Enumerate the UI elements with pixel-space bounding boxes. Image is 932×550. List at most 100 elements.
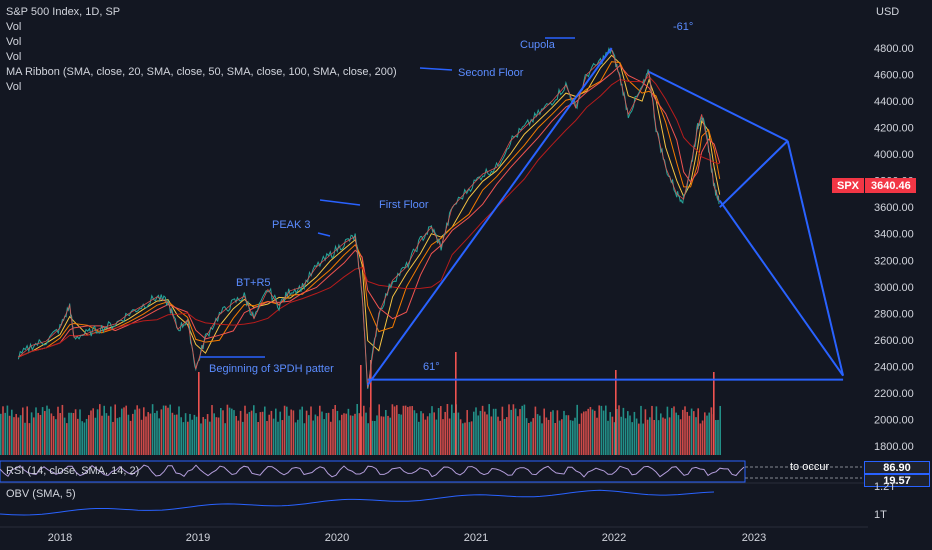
volume-bar (534, 406, 537, 455)
volume-bar (297, 419, 299, 455)
volume-bar (360, 365, 362, 455)
obv-tick-bottom: 1T (874, 509, 887, 521)
volume-bar (162, 405, 165, 455)
annotation-arrow (419, 67, 453, 71)
last-price-value: 3640.46 (865, 178, 916, 193)
volume-bar (187, 421, 189, 455)
volume-bar (393, 406, 396, 455)
volume-bar (8, 415, 11, 455)
volume-bar (239, 410, 242, 455)
volume-bar (92, 408, 94, 455)
volume-bar (257, 422, 259, 455)
volume-bar (486, 414, 488, 455)
volume-bar (633, 411, 636, 455)
pattern-line[interactable] (786, 140, 845, 376)
volume-bar (591, 409, 594, 455)
volume-bar (609, 412, 611, 455)
volume-bar (598, 405, 600, 455)
volume-bar (310, 406, 312, 455)
annotation-text[interactable]: Second Floor (458, 67, 524, 79)
volume-bar (713, 372, 715, 455)
volume-bar (145, 416, 147, 455)
volume-bar (158, 418, 160, 455)
y-tick-label: 3200.00 (874, 255, 914, 267)
volume-bar (561, 419, 563, 455)
volume-bar (569, 420, 572, 455)
volume-bar (41, 407, 44, 455)
volume-bar (103, 405, 105, 455)
pattern-line[interactable] (366, 47, 613, 386)
annotation-text[interactable]: PEAK 3 (272, 219, 311, 231)
volume-bar (44, 411, 46, 455)
volume-bar (189, 413, 191, 455)
volume-bar (453, 412, 455, 455)
volume-bar (83, 422, 86, 455)
volume-bar (699, 423, 702, 455)
x-tick-label: 2022 (602, 532, 626, 544)
volume-bar (677, 415, 680, 455)
volume-bar (116, 418, 119, 455)
annotation-text[interactable]: First Floor (379, 199, 429, 211)
volume-bar (118, 417, 121, 455)
volume-bar (530, 421, 532, 455)
volume-bar (28, 423, 31, 455)
volume-bar (448, 418, 451, 455)
volume-bar (684, 406, 686, 455)
annotation-text[interactable]: 61° (423, 361, 440, 373)
pattern-line[interactable] (648, 70, 789, 142)
volume-bar (409, 406, 411, 455)
volume-bar (615, 370, 617, 455)
volume-bar (264, 406, 266, 455)
volume-bar (605, 405, 607, 455)
volume-bar (464, 422, 466, 455)
volume-bar (90, 410, 92, 455)
volume-bar (138, 408, 141, 455)
pattern-line[interactable] (718, 199, 844, 377)
volume-bar (55, 419, 57, 455)
volume-bar (673, 406, 675, 455)
volume-bar (594, 410, 596, 455)
volume-bar (462, 423, 464, 455)
volume-bar (228, 407, 231, 455)
annotation-text[interactable]: BT+R5 (236, 277, 271, 289)
volume-bar (66, 423, 68, 455)
volume-bar (607, 420, 609, 455)
volume-bar (211, 405, 213, 455)
y-tick-label: 2000.00 (874, 414, 914, 426)
volume-bar (349, 415, 352, 455)
volume-bar (411, 406, 413, 455)
volume-bar (316, 416, 319, 455)
volume-bar (481, 405, 484, 455)
volume-bar (499, 420, 501, 455)
volume-bar (52, 416, 55, 455)
rsi-lower-value: 19.57 (864, 474, 930, 487)
annotation-text[interactable]: Beginning of 3PDH patter (209, 363, 334, 375)
volume-bar (679, 419, 682, 455)
annotation-text[interactable]: Cupola (520, 39, 556, 51)
volume-bar (48, 408, 50, 455)
volume-bar (517, 416, 519, 455)
volume-bar (600, 405, 603, 455)
volume-bar (13, 417, 15, 455)
volume-bar (671, 408, 673, 455)
volume-bar (112, 421, 114, 455)
y-tick-label: 2400.00 (874, 361, 914, 373)
volume-bar (114, 404, 116, 455)
volume-bar (459, 419, 462, 455)
volume-bar (400, 414, 402, 455)
obv-label: OBV (SMA, 5) (6, 488, 76, 500)
volume-bar (710, 407, 713, 455)
volume-bar (644, 409, 647, 455)
volume-bar (279, 411, 281, 455)
volume-bar (576, 404, 578, 455)
volume-bar (715, 420, 717, 455)
volume-bar (226, 404, 229, 455)
volume-bar (589, 406, 592, 455)
pattern-line[interactable] (719, 140, 789, 208)
annotation-text[interactable]: -61° (673, 21, 693, 33)
volume-bar (567, 415, 570, 455)
volume-bar (336, 410, 339, 455)
volume-bar (35, 407, 37, 455)
volume-bar (281, 420, 284, 455)
